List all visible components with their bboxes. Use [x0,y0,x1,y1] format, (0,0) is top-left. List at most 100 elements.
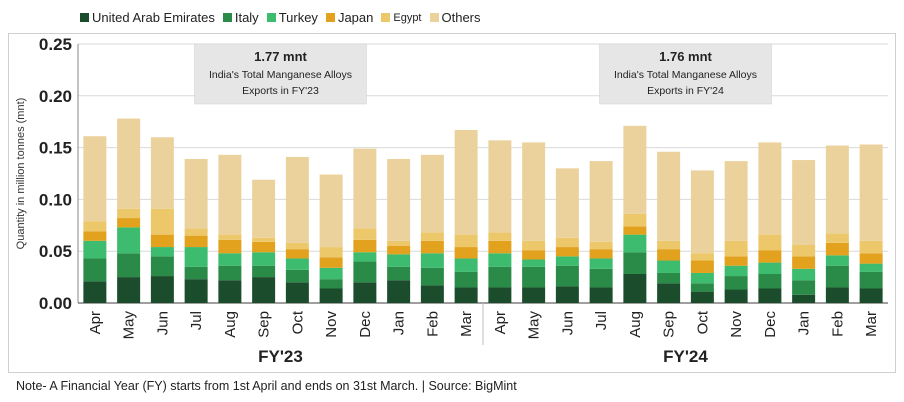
bar-segment-others [83,136,107,222]
bar-segment-egypt [825,233,849,243]
bar-segment-united-arab-emirates [657,283,681,303]
bar-segment-turkey [184,247,208,267]
bar-segment-italy [218,265,242,281]
bar-segment-japan [184,235,208,248]
legend-label-egypt: Egypt [393,11,422,24]
bar-segment-japan [285,249,309,259]
bar-segment-united-arab-emirates [420,285,444,303]
annotation-box [194,43,367,105]
x-tick-label: May [121,311,138,340]
legend-label-turkey: Turkey [278,10,318,25]
bar-segment-united-arab-emirates [252,277,276,303]
y-tick-label: 0.00 [39,294,72,313]
x-tick-label: Dec [357,311,374,338]
x-tick-label: Feb [424,311,441,337]
bar-segment-turkey [218,253,242,266]
bar-segment-united-arab-emirates [724,289,748,303]
bar-segment-others [387,158,411,241]
bar-segment-egypt [218,234,242,240]
bar-segment-united-arab-emirates [184,279,208,303]
bar-segment-others [623,125,647,214]
x-tick-label: Jul [593,311,610,330]
annotation-line-2: Exports in FY'23 [242,85,319,97]
bar-segment-italy [724,276,748,290]
bar-segment-japan [792,256,816,269]
bar-segment-others [555,168,579,238]
y-tick-label: 0.05 [39,242,72,261]
bar-segment-united-arab-emirates [623,273,647,303]
bar-segment-others [690,170,714,254]
fy-group-label: FY'23 [258,347,303,366]
bar-segment-italy [825,265,849,288]
bar-segment-turkey [117,227,141,254]
bar-segment-turkey [285,258,309,270]
bar-segment-united-arab-emirates [522,287,546,303]
x-tick-label: Jun [559,311,576,335]
legend-item-japan: Japan [325,10,373,25]
bar-segment-turkey [792,268,816,281]
x-tick-label: Feb [829,311,846,337]
bar-segment-turkey [150,247,174,257]
bar-segment-others [117,118,141,209]
bar-segment-others [522,142,546,241]
bar-segment-japan [150,234,174,248]
bar-segment-turkey [522,259,546,267]
bar-segment-italy [690,283,714,292]
legend-item-egypt: Egypt [381,11,422,24]
bar-segment-turkey [690,272,714,284]
x-tick-label: Mar [863,311,880,337]
y-tick-label: 0.25 [39,35,72,54]
legend-item-uae: United Arab Emirates [80,10,215,25]
y-tick-label: 0.20 [39,87,72,106]
bar-segment-italy [117,253,141,278]
bar-segment-united-arab-emirates [859,288,883,303]
bar-segment-others [488,140,512,233]
bar-segment-egypt [555,237,579,248]
bar-segment-italy [353,261,377,283]
bar-segment-egypt [252,237,276,242]
fy-group-label: FY'24 [663,347,708,366]
bar-segment-japan [657,249,681,261]
bar-segment-italy [758,273,782,289]
x-tick-label: Jan [391,311,408,335]
bar-segment-turkey [589,258,613,269]
bar-segment-turkey [353,252,377,262]
x-tick-label: Dec [762,311,779,338]
legend-swatch-others [429,13,439,22]
bar-segment-japan [690,260,714,273]
legend-label-italy: Italy [234,10,259,25]
bar-segment-egypt [319,247,343,258]
bar-segment-italy [83,258,107,282]
x-tick-label: Oct [289,310,306,334]
legend-label-uae: United Arab Emirates [92,10,215,25]
x-tick-label: Nov [323,311,340,338]
x-tick-label: Apr [87,311,104,334]
bar-segment-egypt [83,221,107,232]
annotation-line-2: Exports in FY'24 [647,85,724,97]
bar-segment-italy [150,256,174,277]
bar-segment-italy [488,266,512,288]
bar-segment-turkey [83,240,107,259]
bar-segment-egypt [690,253,714,261]
bar-segment-egypt [724,240,748,257]
bar-segment-united-arab-emirates [218,280,242,303]
bar-segment-turkey [420,253,444,268]
bar-segment-others [454,129,478,235]
bar-segment-turkey [252,252,276,266]
bar-segment-turkey [387,254,411,267]
bar-segment-turkey [724,265,748,277]
x-tick-label: Sep [256,311,273,338]
bar-segment-italy [522,266,546,288]
bar-segment-turkey [488,253,512,267]
bar-segment-united-arab-emirates [792,294,816,303]
bar-segment-italy [792,280,816,295]
bar-segment-japan [488,240,512,254]
bar-segment-others [589,161,613,242]
bar-segment-italy [319,279,343,289]
bar-segment-united-arab-emirates [555,286,579,303]
legend-swatch-egypt [381,13,391,22]
bar-segment-others [252,179,276,238]
legend-label-others: Others [441,10,481,25]
bar-segment-united-arab-emirates [117,277,141,303]
annotation-line-1: India's Total Manganese Alloys [614,69,757,81]
